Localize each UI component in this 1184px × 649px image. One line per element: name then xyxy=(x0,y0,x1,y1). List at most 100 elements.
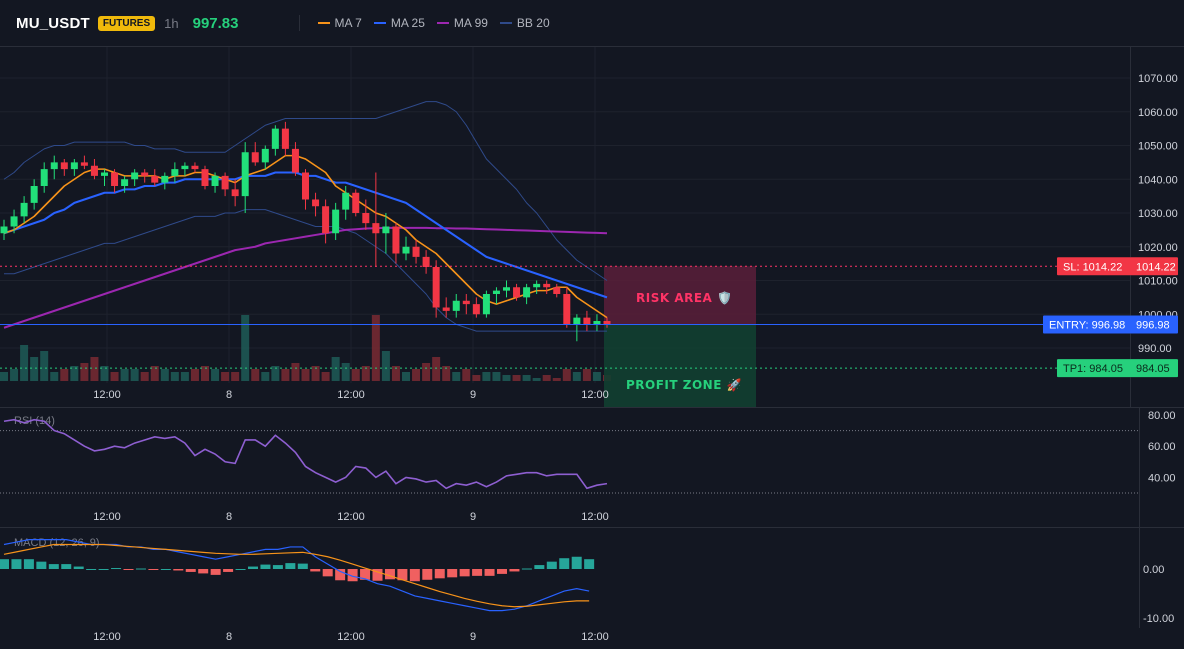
volume-bar xyxy=(532,378,541,381)
legend-swatch xyxy=(499,22,512,24)
price-tick-label: 1060.00 xyxy=(1138,107,1178,119)
volume-bar xyxy=(150,366,159,381)
sl-price-tag: 1014.22 xyxy=(1136,261,1176,273)
macd-histogram-bar xyxy=(360,569,371,580)
volume-bar xyxy=(90,357,99,381)
price-axis[interactable]: 1070.00 1060.00 1050.00 1040.00 1030.00 1020.… xyxy=(1043,73,1178,378)
rsi-title: RSI (14) xyxy=(14,415,55,427)
candle-body xyxy=(603,321,611,325)
futures-badge: FUTURES xyxy=(97,15,156,31)
macd-histogram-bar xyxy=(48,564,59,569)
candle-body xyxy=(533,283,541,288)
macd-histogram-bar xyxy=(497,569,507,574)
volume-bar xyxy=(341,363,350,381)
price-tick-label: 1070.00 xyxy=(1138,73,1178,85)
time-tick-label: 12:00 xyxy=(337,389,365,401)
candle-body xyxy=(553,287,561,294)
candle-body xyxy=(40,169,48,186)
candle-body xyxy=(583,317,591,325)
macd-histogram-bar xyxy=(397,569,408,581)
volume-bar xyxy=(472,375,481,381)
legend-swatch xyxy=(373,22,386,24)
risk-area-zone xyxy=(604,266,756,325)
macd-histogram-bar xyxy=(534,565,545,569)
volume-bar xyxy=(482,372,491,381)
legend-ma7[interactable]: MA 7 xyxy=(317,16,362,30)
macd-pane[interactable]: MACD (12, 26, 9) 0.00 -10.00 12:00 8 12:00 9 1… xyxy=(0,537,1174,643)
rsi-pane[interactable]: RSI (14) 80.00 60.00 40.00 12:00 8 12:00 9 12:0… xyxy=(0,410,1176,523)
candle-body xyxy=(20,202,28,217)
candle-body xyxy=(101,172,108,176)
price-tick-label: 1030.00 xyxy=(1138,208,1178,220)
volume-bar xyxy=(0,372,8,381)
volume-bar xyxy=(291,363,300,381)
macd-histogram-bar xyxy=(322,569,333,577)
volume-bar xyxy=(592,372,601,381)
macd-histogram-bar xyxy=(546,561,557,569)
risk-area-label: RISK AREA 🛡️ xyxy=(636,291,732,305)
volume-bar xyxy=(371,315,380,381)
legend-ma99[interactable]: MA 99 xyxy=(436,16,488,30)
macd-histogram-bar xyxy=(260,564,271,569)
volume-bar xyxy=(120,369,129,381)
timeframe-label[interactable]: 1h xyxy=(164,15,179,31)
volume-bar xyxy=(140,372,149,381)
volume-bar xyxy=(502,375,511,381)
candle-body xyxy=(211,175,219,186)
macd-histogram-bar xyxy=(210,569,221,575)
legend-bb20[interactable]: BB 20 xyxy=(499,16,550,30)
macd-signal-line xyxy=(3,543,590,608)
candle-body xyxy=(352,192,360,213)
candlesticks[interactable] xyxy=(0,121,611,342)
price-tick-label: 990.00 xyxy=(1138,343,1172,355)
rsi-tick-label: 80.00 xyxy=(1148,410,1176,422)
candle-body xyxy=(261,148,269,163)
volume-bar xyxy=(130,369,139,381)
volume-bar xyxy=(582,369,591,381)
candle-body xyxy=(543,283,551,288)
macd-histogram-bar xyxy=(11,559,22,569)
candle-body xyxy=(412,246,420,257)
volume-bar xyxy=(100,366,109,381)
tp-tag: TP1: 984.05 xyxy=(1063,363,1123,375)
macd-time-label: 8 xyxy=(226,631,232,643)
volume-bar xyxy=(20,345,29,381)
macd-histogram-bar xyxy=(297,563,308,569)
price-tick-label: 1020.00 xyxy=(1138,242,1178,254)
volume-bar xyxy=(160,369,169,381)
volume-bar xyxy=(311,366,320,381)
macd-histogram-bar xyxy=(347,569,358,582)
symbol-name[interactable]: MU_USDT xyxy=(16,14,90,32)
macd-histogram-bar xyxy=(384,569,395,580)
macd-histogram-bar xyxy=(185,569,196,572)
macd-time-label: 12:00 xyxy=(93,631,121,643)
volume-bars xyxy=(0,315,611,381)
time-tick-label: 9 xyxy=(470,389,476,401)
trade-zones[interactable]: RISK AREA 🛡️ PROFIT ZONE 🚀 xyxy=(604,266,756,407)
volume-bar xyxy=(221,372,230,381)
legend-ma25[interactable]: MA 25 xyxy=(373,16,425,30)
macd-histogram-bar xyxy=(73,566,84,569)
tp-price-tag-bg xyxy=(1130,359,1178,378)
volume-bar xyxy=(351,369,360,381)
candle-body xyxy=(271,128,279,149)
candle-body xyxy=(362,213,370,224)
header-divider xyxy=(298,15,300,31)
volume-bar xyxy=(361,366,370,381)
candle-body xyxy=(563,294,571,325)
volume-bar xyxy=(30,357,39,381)
candle-body xyxy=(402,246,410,254)
candle-body xyxy=(191,165,199,170)
volume-bar xyxy=(40,351,49,381)
volume-bar xyxy=(402,372,410,381)
macd-histogram-bar xyxy=(484,569,495,576)
candle-body xyxy=(523,287,531,298)
candle-body xyxy=(231,189,239,197)
candle-body xyxy=(10,216,18,227)
macd-time-label: 12:00 xyxy=(337,631,365,643)
volume-bar xyxy=(261,372,270,381)
candle-body xyxy=(302,172,309,200)
chart-header: MU_USDT FUTURES 1h 997.83 MA 7 MA 25 MA … xyxy=(0,0,1184,46)
sl-tag: SL: 1014.22 xyxy=(1063,261,1122,273)
